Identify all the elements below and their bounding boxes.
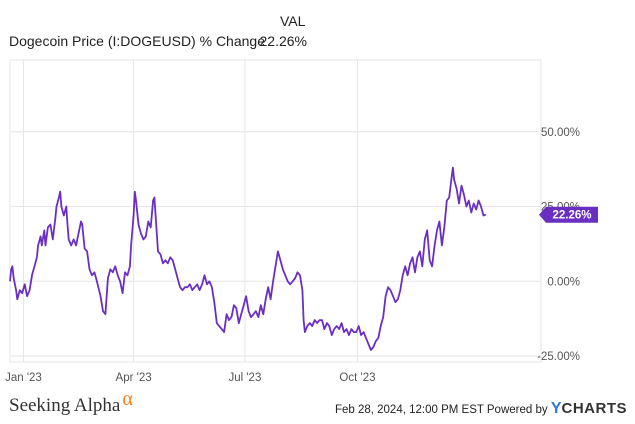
y-tick-label: 50.00% [541, 127, 580, 139]
x-tick-label: Jul '23 [228, 372, 261, 384]
chart-grid [9, 59, 542, 363]
y-tick-label: -25.00% [537, 351, 580, 363]
chart-series [9, 166, 487, 351]
callout-label: 22.26% [552, 210, 591, 222]
plot-frame [9, 59, 542, 363]
y-tick-label: 0.00% [547, 276, 580, 288]
legend-series-value: 22.26% [259, 33, 307, 49]
legend-series-name: Dogecoin Price (I:DOGEUSD) % Change [9, 33, 265, 49]
callout-box [539, 206, 598, 223]
seeking-alpha-logo[interactable]: Seeking Alpha α [9, 388, 133, 417]
series-line [9, 166, 487, 351]
powered-by: Powered by [486, 404, 548, 416]
ycharts-y-mark: Y [550, 400, 562, 417]
legend-column-header: VAL [280, 13, 306, 29]
x-tick-label: Oct '23 [339, 372, 375, 384]
y-axis: 50.00%25.00%0.00%-25.00% [537, 127, 580, 363]
ycharts-logo[interactable]: YCHARTS [551, 400, 627, 417]
x-tick-label: Apr '23 [116, 372, 152, 384]
ycharts-wordmark: CHARTS [561, 400, 627, 417]
last-value-callout: 22.26% [539, 206, 598, 223]
timestamp: Feb 28, 2024, 12:00 PM EST [334, 404, 484, 416]
footer-meta: Feb 28, 2024, 12:00 PM EST Powered by YC… [335, 400, 627, 418]
x-tick-label: Jan '23 [5, 372, 42, 384]
x-axis: Jan '23 Apr '23 Jul '23 Oct '23 [5, 372, 375, 384]
brand-name: Seeking Alpha [9, 395, 121, 416]
alpha-icon: α [122, 388, 133, 410]
